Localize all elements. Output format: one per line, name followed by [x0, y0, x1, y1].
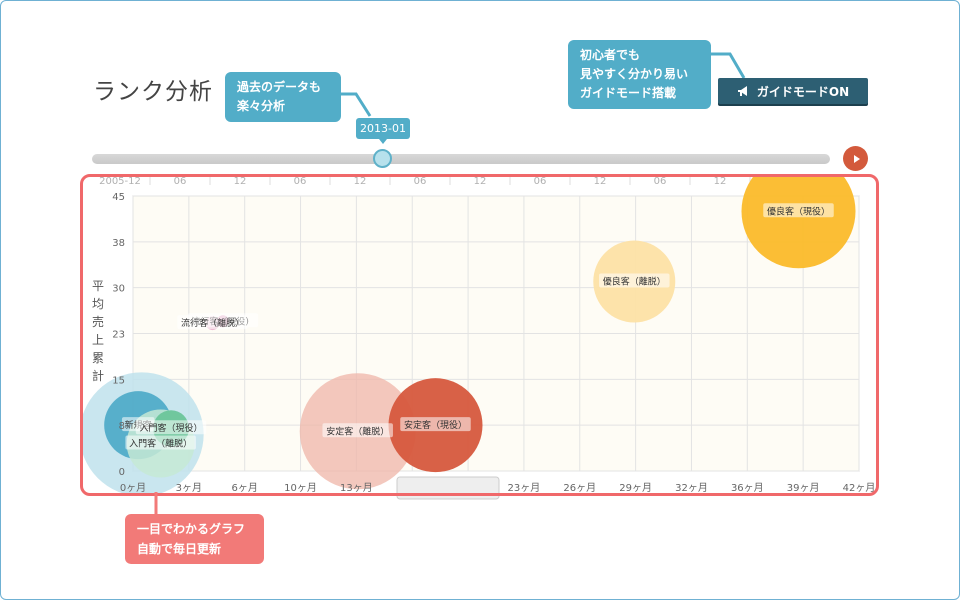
y-axis-label-char: 均 — [92, 297, 104, 311]
y-axis-label-char: 平 — [92, 279, 104, 293]
callout-past-data-tail — [340, 92, 372, 117]
timeline-tick-label: 2005-12 — [99, 176, 141, 187]
bubble-label-bg — [135, 420, 207, 435]
play-button[interactable] — [843, 146, 868, 171]
bubble-label: 入門客（現役） — [135, 420, 207, 435]
y-axis-label-char: 上 — [92, 333, 104, 347]
y-tick-label: 30 — [112, 284, 125, 295]
timeline-current-label: 2013-01 — [356, 118, 410, 144]
x-tick-label: 42ヶ月 — [843, 482, 876, 494]
timeline-tick-label: 06 — [294, 176, 307, 187]
y-axis-label-char: 計 — [92, 368, 104, 383]
bubble-label: 入門客（離脱） — [125, 435, 196, 450]
timeline-tick-label: 12 — [714, 176, 727, 187]
x-tick-label: 32ヶ月 — [675, 482, 708, 494]
timeline-tick-label: 12 — [594, 176, 607, 187]
y-axis-label-char: 売 — [92, 314, 104, 329]
timeline-tick-label: 12 — [354, 176, 367, 187]
bubble-label: 安定客（現役） — [400, 417, 471, 432]
y-tick-label: 38 — [112, 238, 125, 249]
bubble-label: 優良客（現役） — [763, 203, 834, 218]
bubble-label-text: 入門客（離脱） — [129, 438, 192, 450]
x-tick-label: 6ヶ月 — [232, 482, 258, 494]
guide-mode-label: ガイドモードON — [756, 84, 850, 99]
callout-beginner: 初心者でも 見やすく分かり易い ガイドモード搭載 — [568, 40, 711, 109]
bubble-label: 安定客（離脱） — [322, 423, 393, 438]
bubble-label-bg — [322, 423, 393, 438]
x-tick-label: 10ヶ月 — [284, 482, 317, 494]
timeline-tick-label: 06 — [654, 176, 667, 187]
page-title: ランク分析 — [93, 79, 213, 105]
x-tick-label: 13ヶ月 — [340, 482, 373, 494]
bubble-label: 優良客（離脱） — [599, 273, 670, 288]
timeline-thumb[interactable] — [373, 149, 392, 168]
y-axis-label-char: 累 — [92, 351, 104, 365]
y-tick-label: 23 — [112, 330, 125, 341]
bubble-label-text: 優良客（現役） — [767, 205, 830, 217]
callout-beginner-tail — [710, 52, 746, 79]
y-tick-label: 15 — [112, 375, 125, 386]
bubble-label-bg — [125, 435, 196, 450]
timeline-tick-label: 06 — [414, 176, 427, 187]
callout-graph: 一目でわかるグラフ 自動で毎日更新 — [125, 514, 264, 564]
timeline-tick-label: 06 — [534, 176, 547, 187]
callout-graph-tail — [154, 492, 158, 514]
x-tick-label: 39ヶ月 — [787, 482, 820, 494]
bubble-label-text: 安定客（離脱） — [326, 425, 389, 437]
guide-mode-button[interactable]: ガイドモードON — [718, 78, 868, 104]
bubble-label-text: 優良客（離脱） — [603, 276, 666, 288]
x-tick-label: 26ヶ月 — [563, 482, 596, 494]
x-tick-label: 23ヶ月 — [508, 482, 541, 494]
timeline-tick-label: 12 — [234, 176, 247, 187]
x-tick-label: 36ヶ月 — [731, 482, 764, 494]
bubble-label-bg — [763, 203, 834, 218]
x-tick-label: 29ヶ月 — [619, 482, 652, 494]
x-tick-label: 0ヶ月 — [120, 482, 146, 494]
timeline-tick-label: 12 — [474, 176, 487, 187]
bubble-label-text: 安定客（現役） — [404, 419, 467, 431]
bubble-label-bg — [599, 273, 670, 288]
timeline-tick-label: 06 — [174, 176, 187, 187]
bubble-label: 流行客（離脱） — [177, 315, 248, 330]
bubble-label-bg — [400, 417, 471, 432]
callout-past-data: 過去のデータも 楽々分析 — [225, 72, 341, 122]
y-tick-label: 0 — [119, 467, 125, 478]
bubble-label-bg — [177, 315, 248, 330]
timeline-track[interactable] — [92, 154, 830, 164]
play-icon — [853, 154, 860, 163]
bubble-label-text: 流行客（離脱） — [181, 317, 244, 329]
bubble-label-text: 入門客（現役） — [140, 422, 203, 434]
megaphone-icon — [737, 86, 747, 96]
y-tick-label: 8 — [119, 421, 125, 432]
play-slider-handle[interactable] — [396, 476, 500, 500]
y-tick-label: 45 — [112, 192, 125, 203]
x-tick-label: 3ヶ月 — [176, 482, 202, 494]
